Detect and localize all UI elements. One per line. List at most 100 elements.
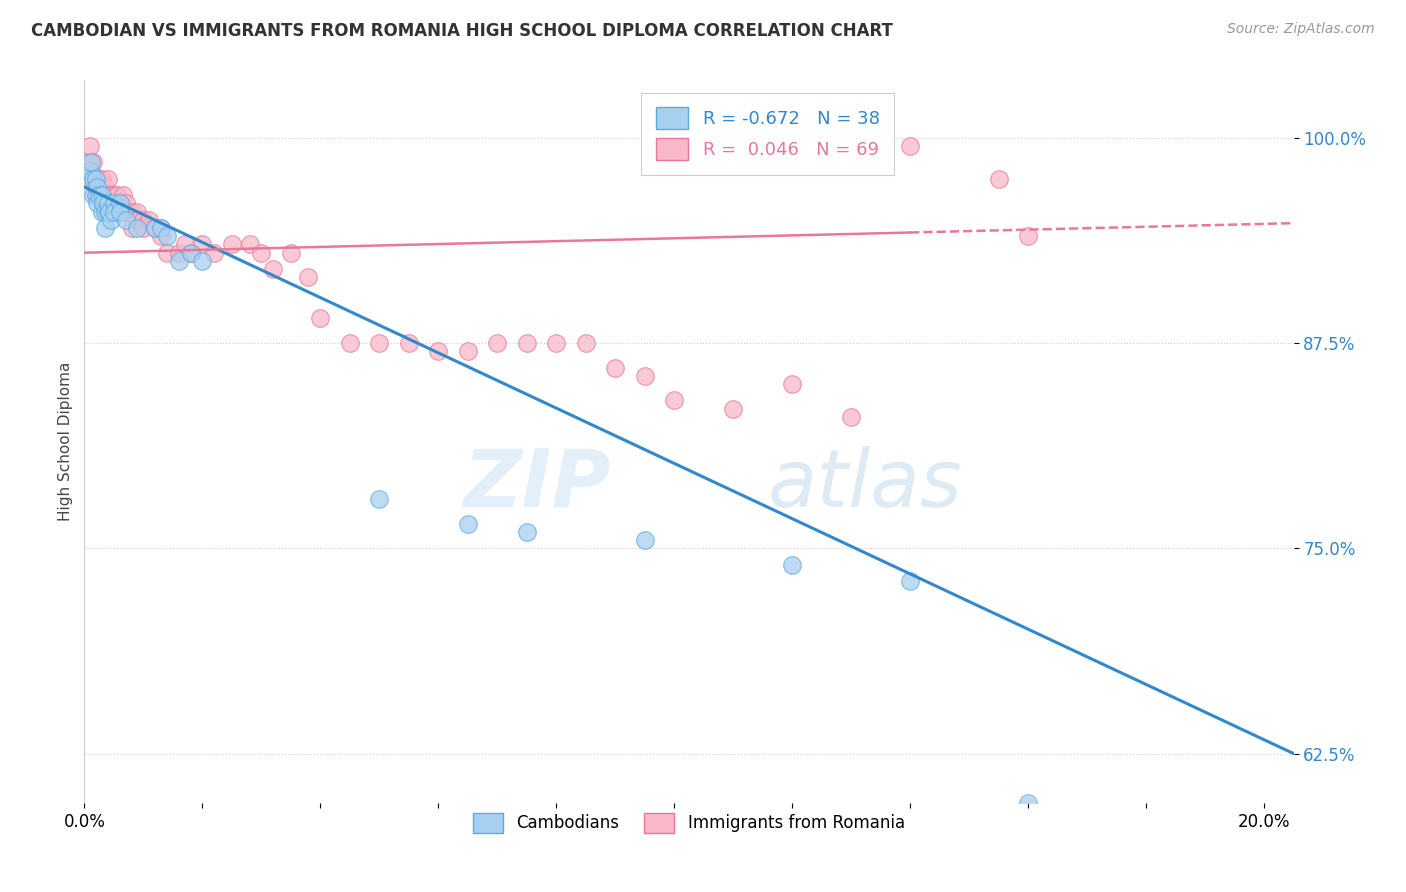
Point bbox=[97, 171, 120, 186]
Text: atlas: atlas bbox=[768, 446, 962, 524]
Point bbox=[84, 171, 107, 186]
Point bbox=[100, 188, 122, 202]
Text: Source: ZipAtlas.com: Source: ZipAtlas.com bbox=[1227, 22, 1375, 37]
Point bbox=[82, 171, 104, 186]
Point bbox=[486, 336, 509, 351]
Point bbox=[167, 253, 190, 268]
Point bbox=[180, 245, 202, 260]
Point bbox=[111, 188, 134, 202]
Point bbox=[605, 360, 627, 375]
Point bbox=[98, 204, 121, 219]
Point bbox=[87, 171, 110, 186]
Point bbox=[132, 212, 155, 227]
Point bbox=[82, 171, 104, 186]
Point bbox=[103, 204, 125, 219]
Point bbox=[121, 204, 143, 219]
Point bbox=[167, 245, 190, 260]
Point bbox=[127, 221, 149, 235]
Point bbox=[80, 163, 103, 178]
Point bbox=[80, 155, 103, 169]
Point bbox=[150, 221, 173, 235]
Point bbox=[108, 196, 131, 211]
Point bbox=[86, 180, 108, 194]
Point bbox=[77, 155, 100, 169]
Text: CAMBODIAN VS IMMIGRANTS FROM ROMANIA HIGH SCHOOL DIPLOMA CORRELATION CHART: CAMBODIAN VS IMMIGRANTS FROM ROMANIA HIG… bbox=[31, 22, 893, 40]
Point bbox=[191, 253, 214, 268]
Point bbox=[103, 188, 125, 202]
Point bbox=[97, 188, 120, 202]
Point bbox=[84, 188, 107, 202]
Point bbox=[221, 237, 243, 252]
Point bbox=[84, 171, 107, 186]
Point bbox=[368, 491, 391, 506]
Point bbox=[280, 245, 302, 260]
Point bbox=[84, 188, 107, 202]
Point bbox=[108, 204, 131, 219]
Point bbox=[86, 196, 108, 211]
Point bbox=[516, 336, 538, 351]
Point bbox=[77, 171, 100, 186]
Point bbox=[82, 188, 104, 202]
Point bbox=[91, 171, 114, 186]
Point bbox=[91, 196, 114, 211]
Point bbox=[79, 139, 101, 153]
Point bbox=[86, 180, 108, 194]
Point bbox=[114, 196, 136, 211]
Point bbox=[297, 270, 319, 285]
Point bbox=[780, 377, 803, 392]
Point bbox=[150, 229, 173, 244]
Point bbox=[79, 163, 101, 178]
Point bbox=[898, 574, 921, 588]
Point bbox=[309, 311, 332, 326]
Point bbox=[91, 180, 114, 194]
Point bbox=[634, 533, 657, 547]
Point bbox=[108, 204, 131, 219]
Point bbox=[143, 221, 166, 235]
Point bbox=[94, 221, 117, 235]
Point bbox=[202, 245, 225, 260]
Point bbox=[114, 212, 136, 227]
Point bbox=[634, 368, 657, 383]
Point bbox=[103, 196, 125, 211]
Point bbox=[100, 212, 122, 227]
Point bbox=[91, 204, 114, 219]
Point bbox=[91, 188, 114, 202]
Point bbox=[105, 188, 128, 202]
Point bbox=[339, 336, 361, 351]
Point bbox=[91, 196, 114, 211]
Point bbox=[143, 221, 166, 235]
Y-axis label: High School Diploma: High School Diploma bbox=[58, 362, 73, 521]
Point bbox=[127, 212, 149, 227]
Point bbox=[575, 336, 598, 351]
Point bbox=[173, 237, 195, 252]
Point bbox=[457, 516, 479, 531]
Point bbox=[191, 237, 214, 252]
Point bbox=[82, 155, 104, 169]
Point bbox=[84, 180, 107, 194]
Point bbox=[94, 204, 117, 219]
Point bbox=[1017, 229, 1039, 244]
Point bbox=[108, 196, 131, 211]
Point bbox=[150, 221, 173, 235]
Point bbox=[780, 558, 803, 572]
Point bbox=[427, 344, 450, 359]
Point bbox=[238, 237, 260, 252]
Point bbox=[262, 262, 284, 277]
Point bbox=[97, 196, 120, 211]
Point bbox=[97, 204, 120, 219]
Point bbox=[250, 245, 273, 260]
Point bbox=[457, 344, 479, 359]
Point bbox=[91, 188, 114, 202]
Point bbox=[516, 524, 538, 539]
Point bbox=[156, 245, 179, 260]
Point bbox=[114, 204, 136, 219]
Point bbox=[156, 229, 179, 244]
Point bbox=[987, 171, 1010, 186]
Point bbox=[103, 204, 125, 219]
Point bbox=[79, 171, 101, 186]
Point bbox=[546, 336, 568, 351]
Point bbox=[127, 204, 149, 219]
Point bbox=[138, 212, 160, 227]
Point bbox=[721, 401, 744, 416]
Point bbox=[121, 221, 143, 235]
